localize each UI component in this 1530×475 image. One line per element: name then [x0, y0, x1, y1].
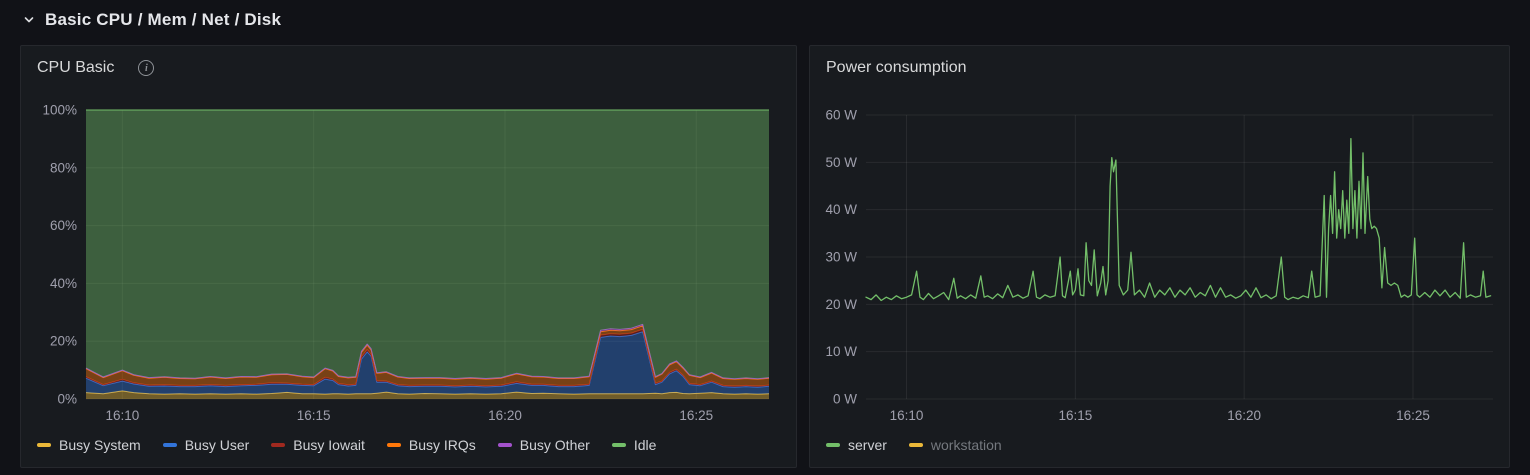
legend-label: Busy System: [59, 437, 141, 453]
info-icon[interactable]: i: [138, 60, 155, 76]
svg-text:50 W: 50 W: [825, 155, 857, 170]
legend-item-server[interactable]: server: [826, 437, 887, 453]
svg-text:100%: 100%: [42, 103, 77, 118]
cpu-legend: Busy System Busy User Busy Iowait Busy IRQs…: [37, 437, 656, 453]
legend-label: Busy Other: [519, 437, 590, 453]
legend-label: Idle: [633, 437, 657, 453]
legend-label: workstation: [930, 437, 1002, 453]
legend-color-chip: [386, 443, 401, 447]
legend-item-busy-irqs[interactable]: Busy IRQs: [386, 437, 476, 453]
svg-text:16:25: 16:25: [1396, 408, 1430, 423]
legend-color-chip: [908, 443, 923, 447]
power-legend: server workstation: [826, 437, 1002, 453]
legend-color-chip: [162, 443, 177, 447]
svg-text:30 W: 30 W: [825, 250, 857, 265]
legend-item-busy-system[interactable]: Busy System: [37, 437, 141, 453]
legend-item-idle[interactable]: Idle: [611, 437, 657, 453]
legend-item-busy-user[interactable]: Busy User: [162, 437, 250, 453]
svg-text:40%: 40%: [50, 276, 77, 291]
svg-text:0 W: 0 W: [833, 392, 857, 407]
legend-item-workstation[interactable]: workstation: [908, 437, 1002, 453]
svg-text:16:20: 16:20: [1227, 408, 1261, 423]
svg-text:60 W: 60 W: [825, 108, 857, 123]
legend-item-busy-other[interactable]: Busy Other: [497, 437, 590, 453]
legend-color-chip: [826, 443, 840, 447]
legend-item-busy-iowait[interactable]: Busy Iowait: [271, 437, 365, 453]
svg-text:60%: 60%: [50, 218, 77, 233]
legend-color-chip: [37, 443, 51, 447]
svg-text:16:25: 16:25: [679, 408, 713, 423]
legend-color-chip: [611, 443, 626, 447]
svg-text:0%: 0%: [57, 392, 77, 407]
panel-cpu-basic: CPU Basic i 0% 20% 40% 60% 80% 100% 16:10 16:15…: [20, 45, 797, 468]
svg-text:10 W: 10 W: [825, 344, 857, 359]
svg-text:16:20: 16:20: [488, 408, 522, 423]
svg-text:16:15: 16:15: [297, 408, 331, 423]
svg-text:20%: 20%: [50, 334, 77, 349]
power-consumption-chart[interactable]: 0 W 10 W 20 W 30 W 40 W 50 W 60 W 16:10 16:15 16:…: [810, 46, 1509, 467]
legend-label: Busy Iowait: [293, 437, 365, 453]
panel-power-consumption: Power consumption 0 W 10 W 20 W 30 W 40 W 50 …: [809, 45, 1510, 468]
legend-color-chip: [271, 443, 286, 447]
power-panel-header: Power consumption: [826, 59, 967, 77]
power-panel-title[interactable]: Power consumption: [826, 59, 967, 76]
chevron-down-icon: [22, 13, 36, 27]
svg-text:80%: 80%: [50, 160, 77, 175]
legend-label: Busy User: [184, 437, 250, 453]
svg-text:20 W: 20 W: [825, 297, 857, 312]
cpu-usage-chart[interactable]: 0% 20% 40% 60% 80% 100% 16:10 16:15 16:20 16:25: [21, 46, 796, 467]
row-title: Basic CPU / Mem / Net / Disk: [45, 10, 282, 29]
cpu-panel-header: CPU Basic i: [37, 59, 155, 77]
svg-text:16:15: 16:15: [1058, 408, 1092, 423]
cpu-panel-title[interactable]: CPU Basic: [37, 59, 115, 76]
svg-text:40 W: 40 W: [825, 202, 857, 217]
legend-label: Busy IRQs: [408, 437, 476, 453]
legend-color-chip: [497, 443, 512, 447]
legend-label: server: [848, 437, 887, 453]
svg-text:16:10: 16:10: [105, 408, 139, 423]
dashboard-row-header[interactable]: Basic CPU / Mem / Net / Disk: [22, 10, 281, 30]
svg-text:16:10: 16:10: [890, 408, 924, 423]
